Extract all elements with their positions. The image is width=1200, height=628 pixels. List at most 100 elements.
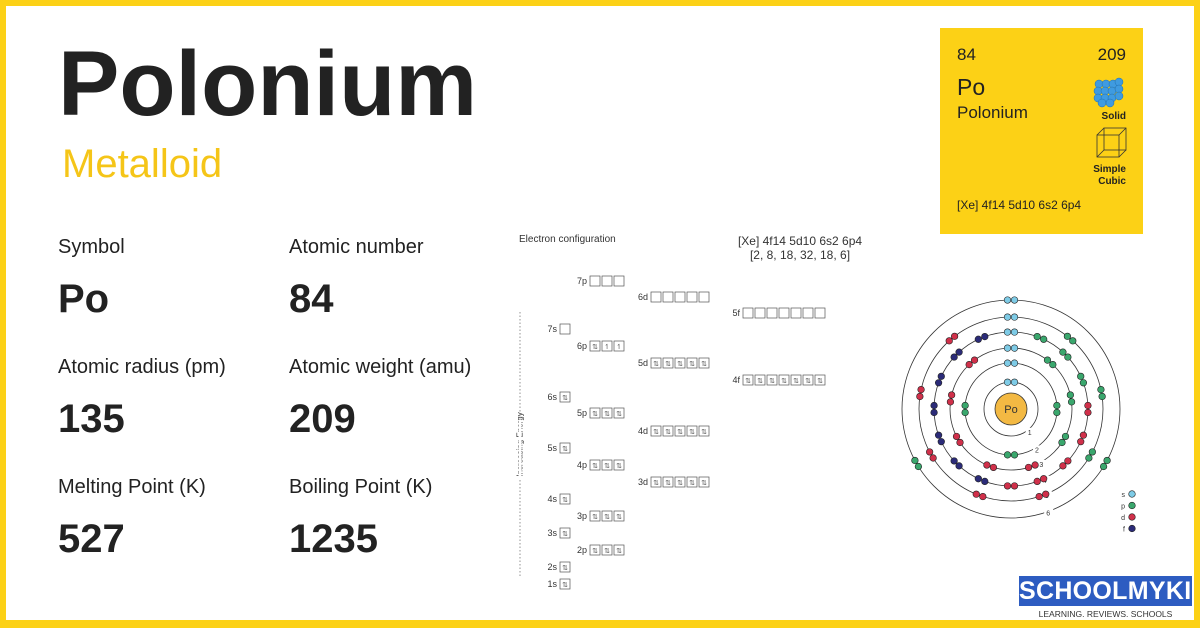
electron-config-summary: [Xe] 4f14 5d10 6s2 6p4 [2, 8, 18, 32, 18… bbox=[700, 234, 900, 262]
legend-swatch bbox=[1128, 513, 1136, 521]
electron-arrow: ↿ bbox=[604, 343, 610, 351]
electron-p bbox=[1079, 379, 1088, 387]
electron-s bbox=[1010, 328, 1019, 336]
electron-pair-arrows: ⇅ bbox=[562, 565, 568, 572]
shell-label: 3 bbox=[1039, 462, 1043, 469]
electron-pair-arrows: ⇅ bbox=[689, 480, 695, 487]
electron-d bbox=[1031, 461, 1039, 469]
orbital-6p: 6p ⇅ ↿ ↿ bbox=[577, 340, 625, 352]
electron-p bbox=[1064, 353, 1072, 361]
card-crystal-structure: Simple Cubic bbox=[1093, 164, 1126, 187]
electron-pair-arrows: ⇅ bbox=[604, 514, 610, 521]
orbital-box bbox=[698, 425, 710, 437]
electron-p bbox=[1040, 335, 1048, 343]
orbital-1s: 1s ⇅ bbox=[547, 578, 571, 590]
electron-pair-arrows: ⇅ bbox=[592, 548, 598, 555]
property-label: Boiling Point (K) bbox=[289, 476, 433, 498]
orbital-box bbox=[662, 357, 674, 369]
electron-pair-arrows: ⇅ bbox=[817, 378, 823, 385]
orbital-label: 2p bbox=[577, 545, 587, 555]
electron-d bbox=[945, 337, 953, 345]
orbital-box bbox=[650, 357, 662, 369]
orbital-box bbox=[674, 291, 686, 303]
electron-p bbox=[1061, 432, 1070, 441]
orbital-box bbox=[559, 578, 571, 590]
electron-d bbox=[950, 332, 959, 340]
orbital-label: 4d bbox=[638, 426, 648, 436]
orbital-box bbox=[698, 291, 710, 303]
electron-f bbox=[974, 475, 982, 483]
electron-p bbox=[1063, 332, 1072, 340]
legend-label: f bbox=[1123, 527, 1125, 534]
orbital-box bbox=[613, 459, 625, 471]
element-card: 84 209 Po Polonium Solid Simple Cubic [X… bbox=[940, 28, 1143, 234]
electron-pair-arrows: ⇅ bbox=[805, 378, 811, 385]
property-melting-point: Melting Point (K) 527 bbox=[58, 476, 206, 562]
orbital-label: 5p bbox=[577, 408, 587, 418]
orbital-4s: 4s ⇅ bbox=[547, 493, 571, 505]
electron-pair-arrows: ⇅ bbox=[616, 411, 622, 418]
orbital-box bbox=[662, 425, 674, 437]
orbital-5p: 5p ⇅ ⇅ ⇅ bbox=[577, 407, 625, 419]
orbital-box bbox=[601, 275, 613, 287]
legend-label: p bbox=[1121, 504, 1125, 511]
schoolmykids-logo[interactable]: SCHOOLMYKIDS bbox=[1019, 576, 1200, 606]
electron-f bbox=[955, 462, 963, 470]
electron-pair-arrows: ⇅ bbox=[769, 378, 775, 385]
electron-d bbox=[917, 385, 925, 394]
orbital-label: 7p bbox=[577, 276, 587, 286]
property-symbol: Symbol Po bbox=[58, 236, 125, 322]
property-value: Po bbox=[58, 277, 110, 321]
electron-s bbox=[1003, 296, 1012, 304]
electron-pair-arrows: ⇅ bbox=[562, 395, 568, 402]
orbital-box bbox=[559, 527, 571, 539]
electron-pair-arrows: ⇅ bbox=[562, 582, 568, 589]
shell-label: 2 bbox=[1035, 447, 1039, 454]
orbital-label: 5d bbox=[638, 358, 648, 368]
shell-label: 6 bbox=[1046, 510, 1050, 517]
orbital-label: 4f bbox=[732, 375, 740, 385]
electron-d bbox=[1040, 475, 1048, 483]
orbital-box bbox=[662, 291, 674, 303]
electron-p bbox=[1059, 348, 1067, 356]
orbital-box bbox=[601, 340, 613, 352]
electron-p bbox=[1003, 451, 1012, 459]
electron-pair-arrows: ⇅ bbox=[562, 446, 568, 453]
electron-p bbox=[1098, 392, 1106, 401]
shell-label: 1 bbox=[1028, 430, 1032, 437]
electron-d bbox=[948, 391, 956, 399]
orbital-box bbox=[698, 476, 710, 488]
electron-pair-arrows: ⇅ bbox=[604, 411, 610, 418]
card-configuration: [Xe] 4f14 5d10 6s2 6p4 bbox=[957, 198, 1082, 212]
orbital-box bbox=[814, 374, 826, 386]
electron-pair-arrows: ⇅ bbox=[653, 429, 659, 436]
electron-s bbox=[1003, 328, 1012, 336]
orbital-label: 7s bbox=[547, 324, 557, 334]
orbital-3d: 3d ⇅ ⇅ ⇅ ⇅ ⇅ bbox=[638, 476, 710, 488]
orbital-box bbox=[559, 561, 571, 573]
electron-d bbox=[983, 461, 991, 469]
electron-p bbox=[1069, 337, 1077, 345]
electron-s bbox=[1003, 313, 1012, 321]
property-atomic-weight: Atomic weight (amu) 209 bbox=[289, 356, 471, 442]
orbital-label: 6p bbox=[577, 341, 587, 351]
electron-f bbox=[934, 379, 943, 387]
electron-pair-arrows: ⇅ bbox=[592, 463, 598, 470]
electron-p bbox=[961, 401, 969, 410]
electron-pair-arrows: ⇅ bbox=[616, 463, 622, 470]
orbital-5d: 5d ⇅ ⇅ ⇅ ⇅ ⇅ bbox=[638, 357, 710, 369]
electron-f bbox=[950, 457, 958, 465]
orbital-3s: 3s ⇅ bbox=[547, 527, 571, 539]
electron-d bbox=[1059, 462, 1067, 470]
orbital-box bbox=[589, 544, 601, 556]
electron-s bbox=[1010, 296, 1019, 304]
orbital-5f: 5f bbox=[732, 307, 826, 319]
orbital-box bbox=[613, 544, 625, 556]
electron-pair-arrows: ⇅ bbox=[757, 378, 763, 385]
orbital-2s: 2s ⇅ bbox=[547, 561, 571, 573]
orbital-5s: 5s ⇅ bbox=[547, 442, 571, 454]
orbital-box bbox=[766, 374, 778, 386]
electron-d bbox=[1024, 463, 1033, 472]
electron-p bbox=[1033, 332, 1041, 341]
orbital-box bbox=[589, 340, 601, 352]
